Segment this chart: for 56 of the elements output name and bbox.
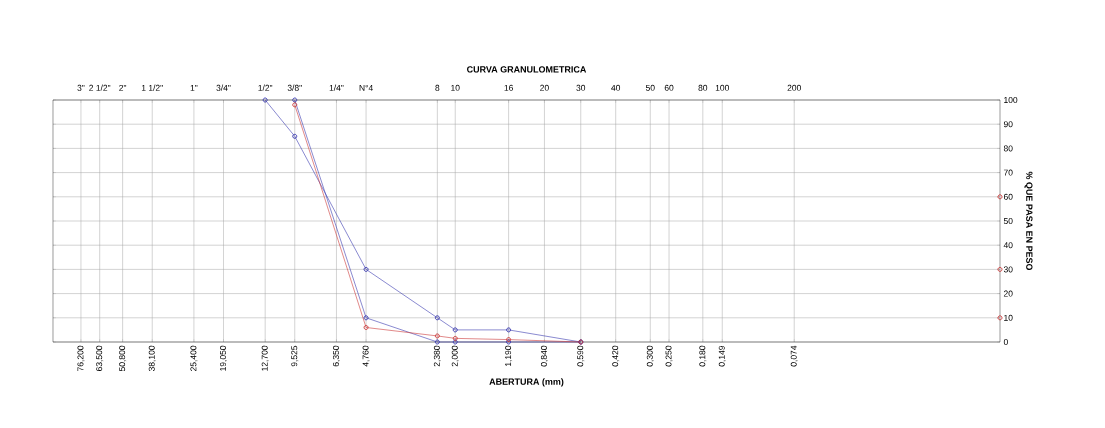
x-tick-label: 0,250 [665,345,673,367]
text: 2" [119,84,127,91]
text: 16 [504,84,513,91]
x-tick-label: 6,350 [332,345,340,367]
text: 50 [645,84,655,91]
x-tick-label: 4,760 [362,345,370,367]
x-tick-label: 0,149 [718,345,726,367]
x-tick-label: 0,074 [790,345,798,367]
x-tick-label: 0,590 [577,345,585,367]
text: 60 [664,84,674,91]
y-tick-label: 90 [1003,121,1013,128]
text: 1 1/2" [141,84,163,91]
x-tick-label: 0,840 [540,345,548,367]
x-tick-label: 50,800 [119,345,127,372]
y-tick-label: 30 [1003,266,1013,273]
text: 1/2" [258,84,273,91]
text: 200 [787,84,801,91]
text: 3/8" [287,84,302,91]
x-tick-label: 0,420 [612,345,620,367]
x-tick-label: 9,525 [291,345,299,367]
x-tick-label: 0,180 [699,345,707,367]
text: 100 [715,84,729,91]
y-tick-label: 10 [1004,314,1013,321]
text: 80 [698,84,708,91]
y-tick-label: 0 [1003,339,1008,345]
text: 3" [77,84,85,91]
text: 20 [540,84,549,91]
text: N°4 [359,84,373,91]
x-tick-label: 38,100 [148,345,156,372]
y-tick-label: 80 [1003,145,1013,152]
y-tick-label: 50 [1003,218,1013,224]
text: 1" [190,85,198,91]
x-axis-title: ABERTURA (mm) [489,378,564,387]
x-tick-label: 2,000 [451,345,459,367]
x-tick-label: 76,200 [77,345,85,371]
y-tick-label: 100 [1004,97,1018,103]
text: 30 [576,84,586,91]
text: 10 [451,84,460,91]
x-tick-label: 2,380 [433,345,441,367]
text: 1/4" [329,84,344,91]
x-tick-label: 25,400 [190,345,198,371]
x-tick-label: 19,050 [220,345,227,371]
chart-title: CURVA GRANULOMETRICA [467,66,587,73]
text: 2 1/2" [89,84,111,91]
text: 3/4" [216,84,231,91]
y-tick-label: 60 [1003,193,1013,200]
x-tick-label: 12,700 [261,345,269,371]
y-axis-title: % QUE PASA EN PESO [1024,171,1033,271]
y-tick-label: 20 [1003,290,1013,297]
x-tick-label: 63,500 [96,345,104,371]
x-tick-label: 1,190 [505,345,513,367]
y-tick-label: 70 [1003,169,1013,176]
text: 40 [611,84,621,91]
x-tick-label: 0,300 [646,345,654,367]
y-tick-label: 40 [1003,242,1013,249]
text: 8 [435,84,440,91]
